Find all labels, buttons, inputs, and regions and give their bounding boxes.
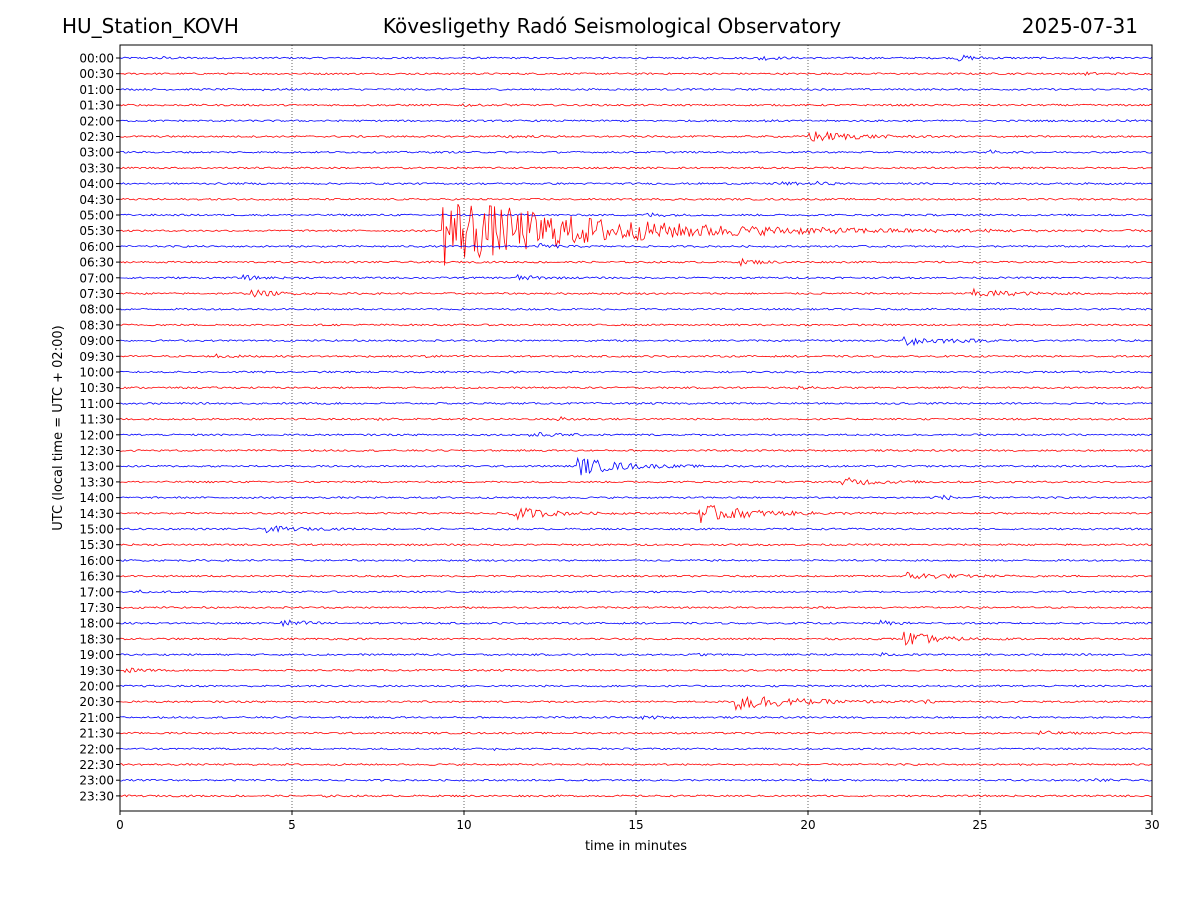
y-tick-label: 19:00 — [79, 648, 114, 662]
y-tick-label: 20:00 — [79, 680, 114, 694]
trace-1930 — [119, 667, 1153, 674]
x-tick-label: 20 — [800, 818, 815, 832]
y-tick-label: 06:00 — [79, 240, 114, 254]
y-tick-label: 12:30 — [79, 444, 114, 458]
chart-date: 2025-07-31 — [1021, 14, 1138, 38]
y-tick-label: 11:30 — [79, 413, 114, 427]
y-tick-label: 19:30 — [79, 664, 114, 678]
trace-0030 — [119, 71, 1153, 77]
trace-0430 — [119, 197, 1153, 201]
y-tick-label: 13:30 — [79, 475, 114, 489]
grid-lines — [291, 45, 981, 811]
y-tick-label: 18:00 — [79, 617, 114, 631]
x-tick-label: 30 — [1144, 818, 1159, 832]
y-tick-label: 01:00 — [79, 83, 114, 97]
trace-0900 — [119, 335, 1153, 347]
y-tick-label: 05:00 — [79, 209, 114, 223]
x-tick-label: 25 — [972, 818, 987, 832]
trace-0530 — [119, 204, 1153, 266]
y-tick-label: 13:00 — [79, 460, 114, 474]
y-tick-label: 23:30 — [79, 789, 114, 803]
y-tick-label: 21:00 — [79, 711, 114, 725]
y-tick-label: 17:30 — [79, 601, 114, 615]
y-tick-label: 22:30 — [79, 758, 114, 772]
y-axis-label: UTC (local time = UTC + 02:00) — [51, 325, 66, 530]
x-axis-label: time in minutes — [585, 839, 687, 854]
x-axis: 0 5 10 15 20 25 30 — [116, 811, 1160, 832]
trace-0230 — [119, 131, 1153, 142]
y-tick-label: 10:30 — [79, 381, 114, 395]
station-name: HU_Station_KOVH — [62, 14, 239, 38]
y-tick-label: 16:30 — [79, 570, 114, 584]
y-tick-label: 16:00 — [79, 554, 114, 568]
x-tick-label: 15 — [628, 818, 643, 832]
y-tick-label: 22:00 — [79, 742, 114, 756]
y-tick-label: 00:30 — [79, 67, 114, 81]
trace-1030 — [120, 385, 1153, 390]
y-tick-label: 11:00 — [79, 397, 114, 411]
trace-2030 — [119, 695, 1153, 712]
trace-1800 — [119, 619, 1153, 628]
trace-1130 — [119, 416, 1153, 422]
x-tick-label: 5 — [288, 818, 296, 832]
y-tick-label: 15:00 — [79, 523, 114, 537]
y-tick-label: 17:00 — [79, 585, 114, 599]
y-tick-label: 04:00 — [79, 177, 114, 191]
trace-1530 — [119, 543, 1153, 547]
chart-title: Kövesligethy Radó Seismological Observat… — [382, 14, 842, 38]
trace-0600 — [119, 242, 1153, 249]
y-tick-label: 21:30 — [79, 727, 114, 741]
trace-2230 — [119, 763, 1153, 766]
trace-0300 — [119, 149, 1153, 154]
x-tick-label: 0 — [116, 818, 124, 832]
y-tick-label: 07:00 — [79, 271, 114, 285]
y-tick-label: 23:00 — [79, 774, 114, 788]
y-tick-label: 05:30 — [79, 224, 114, 238]
y-tick-label: 09:30 — [79, 350, 114, 364]
y-tick-label: 12:00 — [79, 428, 114, 442]
y-tick-label: 03:30 — [79, 161, 114, 175]
y-tick-label: 02:30 — [79, 130, 114, 144]
trace-2200 — [119, 747, 1153, 752]
y-tick-label: 14:00 — [79, 491, 114, 505]
y-tick-label: 08:00 — [79, 303, 114, 317]
trace-1300 — [119, 456, 1153, 476]
y-tick-label: 20:30 — [79, 695, 114, 709]
y-tick-label: 18:30 — [79, 632, 114, 646]
y-tick-label: 00:00 — [79, 52, 114, 66]
y-tick-label: 08:30 — [79, 318, 114, 332]
trace-0730 — [119, 287, 1153, 298]
y-tick-label: 02:00 — [79, 114, 114, 128]
y-tick-label: 04:30 — [79, 193, 114, 207]
trace-2000 — [120, 684, 1153, 688]
y-tick-label: 06:30 — [79, 256, 114, 270]
trace-0930 — [119, 353, 1153, 359]
trace-1330 — [119, 476, 1153, 486]
y-tick-label: 01:30 — [79, 99, 114, 113]
trace-1430 — [119, 504, 1153, 523]
y-tick-label: 03:00 — [79, 146, 114, 160]
y-tick-label: 14:30 — [79, 507, 114, 521]
x-tick-label: 10 — [456, 818, 471, 832]
trace-1100 — [119, 401, 1153, 405]
y-tick-label: 07:30 — [79, 287, 114, 301]
trace-1400 — [119, 494, 1153, 501]
y-tick-label: 09:00 — [79, 334, 114, 348]
trace-0700 — [119, 273, 1153, 281]
y-tick-label: 15:30 — [79, 538, 114, 552]
trace-0500 — [119, 212, 1153, 218]
trace-1600 — [119, 558, 1153, 562]
y-tick-label: 10:00 — [79, 366, 114, 380]
